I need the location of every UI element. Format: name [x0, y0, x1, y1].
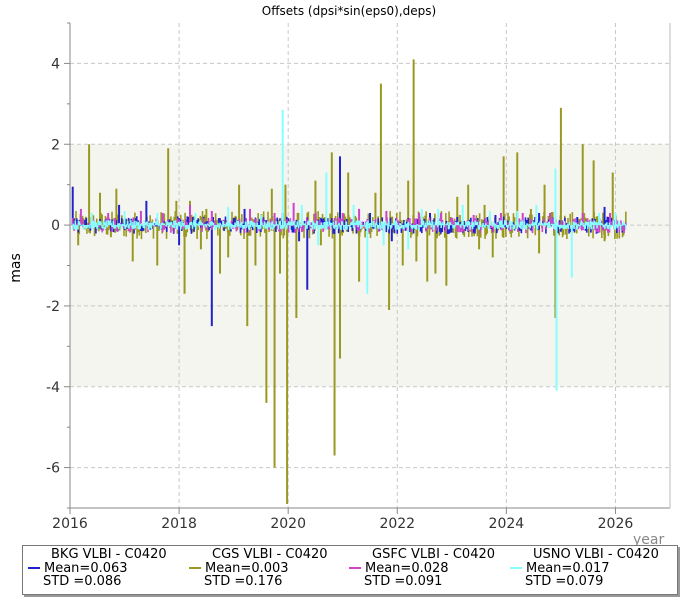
- x-tick-label: 2018: [161, 516, 197, 532]
- series-3: [71, 109, 627, 391]
- y-tick-label: -2: [46, 299, 60, 315]
- legend-item-cgs: CGS VLBI - C0420 Mean=0.003 STD =0.176: [188, 548, 353, 589]
- legend-swatch: [349, 567, 361, 569]
- legend-item-gsfc: GSFC VLBI - C0420 Mean=0.028 STD =0.091: [348, 548, 513, 589]
- legend-mean: Mean=0.028: [365, 560, 449, 576]
- legend: BKG VLBI - C0420 Mean=0.063 STD =0.086 C…: [22, 545, 678, 595]
- legend-label: USNO VLBI - C0420: [533, 547, 659, 562]
- x-tick-label: 2020: [270, 516, 306, 532]
- legend-item-bkg: BKG VLBI - C0420 Mean=0.063 STD =0.086: [27, 548, 192, 589]
- shaded-band: [70, 144, 670, 387]
- x-tick-label: 2022: [379, 516, 415, 532]
- legend-std: STD =0.079: [525, 574, 604, 589]
- legend-swatch: [189, 567, 201, 569]
- legend-label: CGS VLBI - C0420: [212, 547, 328, 562]
- y-tick-label: 4: [51, 56, 60, 72]
- legend-mean: Mean=0.017: [526, 560, 610, 576]
- x-axis-label: year: [633, 532, 664, 548]
- y-axis-label: mas: [8, 253, 24, 283]
- legend-mean: Mean=0.063: [44, 560, 128, 576]
- legend-swatch: [510, 567, 522, 569]
- y-tick-label: -6: [46, 461, 60, 477]
- legend-std: STD =0.176: [204, 574, 283, 589]
- y-tick-label: 0: [51, 218, 60, 234]
- legend-std: STD =0.086: [43, 574, 122, 589]
- plot-area: 2016 2018 2020 2022 2024 2026 4 2 0 -2 -4 -6: [46, 22, 671, 532]
- legend-label: BKG VLBI - C0420: [51, 547, 167, 562]
- chart-title: Offsets (dpsi*sin(eps0),deps): [262, 4, 436, 18]
- y-tick-label: 2: [51, 137, 60, 153]
- legend-label: GSFC VLBI - C0420: [372, 547, 496, 562]
- y-tick-label: -4: [46, 380, 60, 396]
- legend-item-usno: USNO VLBI - C0420 Mean=0.017 STD =0.079: [509, 548, 674, 589]
- legend-swatch: [28, 567, 40, 569]
- legend-std: STD =0.091: [364, 574, 443, 589]
- x-tick-label: 2026: [598, 516, 634, 532]
- legend-mean: Mean=0.003: [205, 560, 289, 576]
- x-tick-label: 2016: [52, 516, 88, 532]
- x-tick-label: 2024: [489, 516, 525, 532]
